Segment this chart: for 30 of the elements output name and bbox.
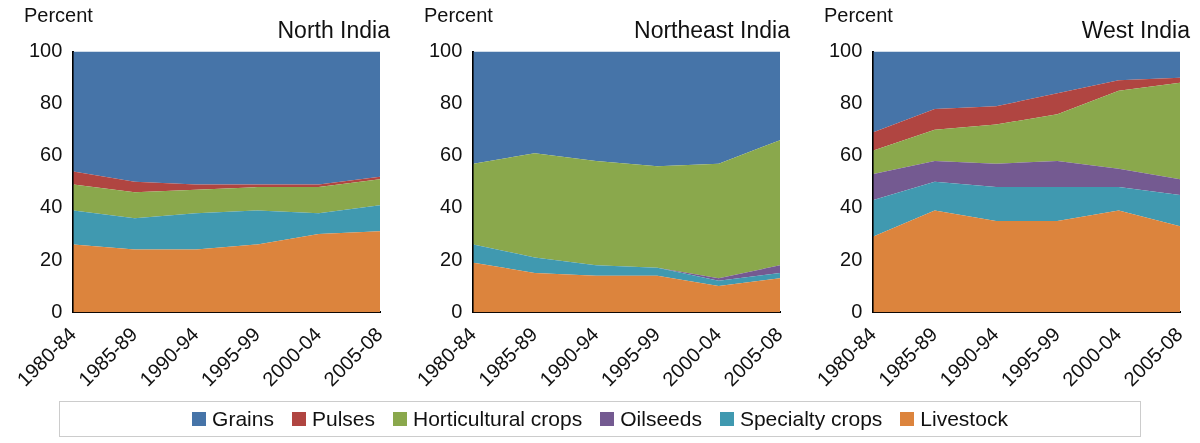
chart-title: Northeast India (634, 17, 791, 44)
y-axis-title: Percent (824, 4, 894, 26)
y-tick-label: 0 (451, 299, 463, 322)
y-tick-label: 40 (440, 195, 463, 218)
y-tick-label: 40 (40, 195, 63, 218)
legend-label: Oilseeds (620, 407, 702, 431)
y-axis-title: Percent (424, 4, 494, 26)
y-axis-title: Percent (24, 4, 94, 26)
y-tick-label: 0 (851, 299, 863, 322)
legend-label: Horticultural crops (413, 407, 583, 431)
legend-label: Pulses (311, 407, 375, 431)
legend-label: Specialty crops (739, 407, 883, 431)
y-tick-label: 100 (428, 39, 463, 62)
y-tick-label: 80 (440, 91, 463, 114)
y-tick-label: 80 (40, 91, 63, 114)
y-tick-label: 20 (440, 247, 463, 270)
chart-title: North India (277, 17, 391, 44)
y-tick-label: 40 (840, 195, 863, 218)
legend-label: Livestock (920, 407, 1008, 431)
y-tick-label: 20 (40, 247, 63, 270)
y-tick-label: 80 (840, 91, 863, 114)
legend-label: Grains (212, 407, 274, 431)
y-tick-label: 0 (51, 299, 63, 322)
chart-title: West India (1081, 17, 1191, 44)
y-tick-label: 60 (40, 143, 63, 166)
y-tick-label: 100 (828, 39, 863, 62)
y-tick-label: 60 (440, 143, 463, 166)
y-tick-label: 100 (28, 39, 63, 62)
y-tick-label: 60 (840, 143, 863, 166)
y-tick-label: 20 (840, 247, 863, 270)
